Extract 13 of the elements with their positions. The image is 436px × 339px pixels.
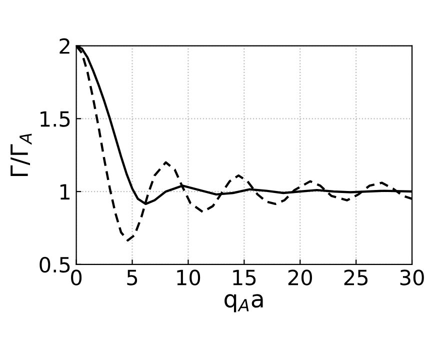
y-tick-label: 2 xyxy=(60,38,70,54)
x-tick-label: 0 xyxy=(71,270,82,286)
x-tick-label: 20 xyxy=(288,270,312,286)
y-tick-label: 1.5 xyxy=(40,111,70,127)
y-tick-label: 1 xyxy=(60,184,70,200)
y-tick-label: 0.5 xyxy=(40,256,70,273)
x-tick-label: 5 xyxy=(127,270,138,286)
y-axis-title: Γ/Γ$_{A}$ xyxy=(10,134,32,176)
x-tick-label: 30 xyxy=(400,270,424,286)
x-tick-label: 15 xyxy=(233,270,256,286)
x-axis-title: q$_{A}$a xyxy=(224,294,263,312)
x-tick-label: 25 xyxy=(344,270,368,286)
x-tick-label: 10 xyxy=(177,270,200,286)
